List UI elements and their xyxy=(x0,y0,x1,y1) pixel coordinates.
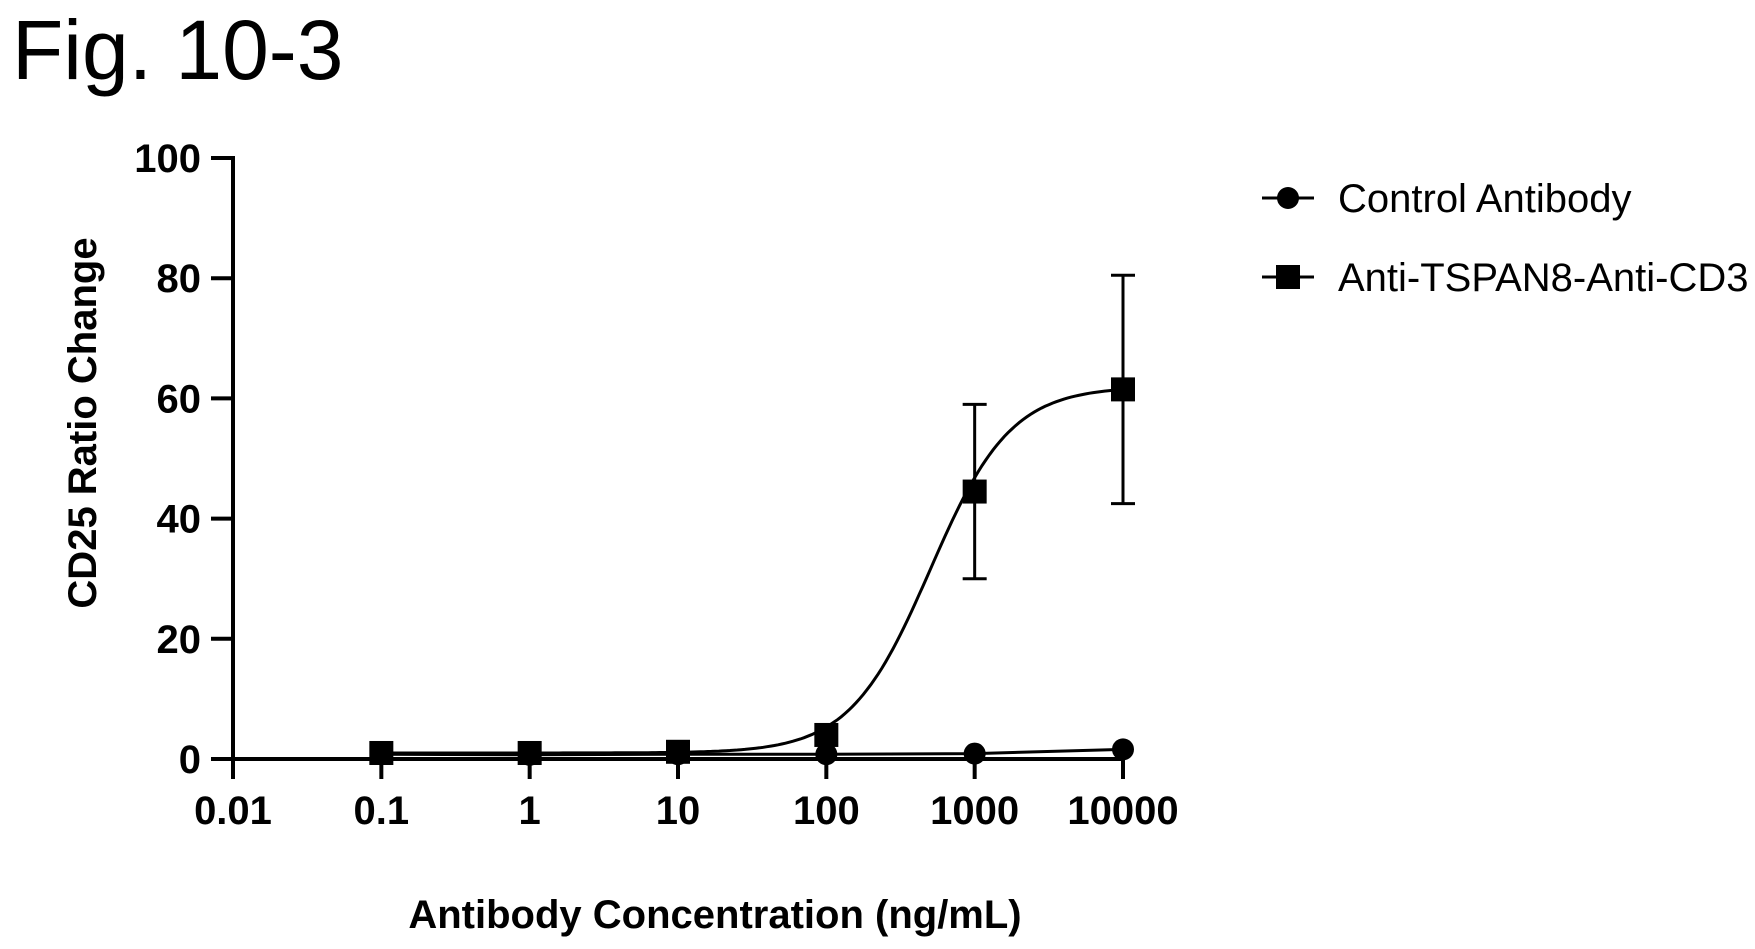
y-tick-label: 20 xyxy=(157,618,202,662)
fit-curve xyxy=(381,387,1124,755)
y-tick-label: 60 xyxy=(157,377,202,421)
y-tick-label: 40 xyxy=(157,498,202,542)
y-tick-label: 100 xyxy=(134,137,201,181)
y-axis: 0 20 40 60 80 100 xyxy=(134,137,235,782)
data-point-square xyxy=(814,722,839,747)
fit-curve xyxy=(381,747,1124,757)
legend-marker-square xyxy=(1276,265,1300,289)
y-tick-label: 0 xyxy=(179,738,201,782)
legend-label: Anti-TSPAN8-Anti-CD3 xyxy=(1338,256,1748,300)
data-point-circle xyxy=(1112,738,1134,761)
x-tick-label: 100 xyxy=(793,789,860,833)
x-tick-label: 10000 xyxy=(1067,789,1178,833)
error-bars xyxy=(962,273,1135,581)
x-tick-label: 10 xyxy=(656,789,701,833)
y-axis-title: CD25 Ratio Change xyxy=(61,237,105,608)
data-point-square xyxy=(1111,377,1135,402)
fit-curves xyxy=(381,387,1124,757)
y-tick-label: 80 xyxy=(157,257,202,301)
x-tick-label: 0.1 xyxy=(354,789,410,833)
x-tick-label: 1 xyxy=(519,789,541,833)
x-tick-label: 1000 xyxy=(930,789,1019,833)
figure-label: Fig. 10-3 xyxy=(12,3,344,97)
x-axis: 0.01 0.1 1 10 100 1000 10000 xyxy=(194,757,1179,833)
legend-marker-circle xyxy=(1277,187,1299,209)
legend-label: Control Antibody xyxy=(1338,177,1632,221)
data-markers xyxy=(369,377,1135,766)
x-axis-title: Antibody Concentration (ng/mL) xyxy=(408,893,1021,937)
x-tick-label: 0.01 xyxy=(194,789,272,833)
plot-area xyxy=(369,273,1135,766)
legend: Control Antibody Anti-TSPAN8-Anti-CD3 xyxy=(1262,177,1748,300)
data-point-square xyxy=(962,479,987,504)
